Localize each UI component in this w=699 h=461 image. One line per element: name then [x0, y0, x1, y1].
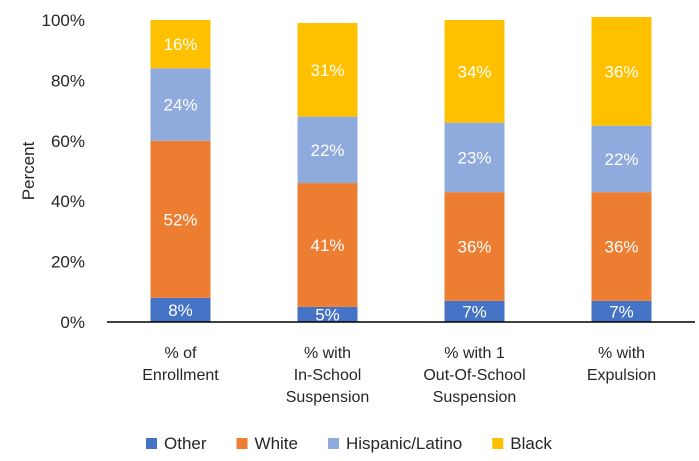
y-tick-labels: 0% 20% 40% 60% 80% 100%: [42, 11, 85, 332]
data-label: 8%: [168, 301, 193, 320]
legend-item: Hispanic/Latino: [328, 434, 462, 453]
category-label: % of Enrollment: [142, 345, 219, 384]
legend-item: Other: [146, 434, 207, 453]
bars: 8% 52% 24% 16% 5% 41% 22% 31% 7% 36% 23% 34% 7% 36% 22…: [150, 16, 652, 324]
bar-segment-hispanic-latino: [591, 125, 652, 193]
bar-segment-black: [297, 23, 358, 117]
bar-segment-black: [150, 20, 211, 69]
bar-segment-white: [591, 192, 652, 301]
legend-item: White: [236, 434, 298, 453]
bar-segment-other: [150, 297, 211, 322]
legend-label: White: [255, 434, 298, 453]
bar-segment-other: [591, 300, 652, 322]
y-tick-label: 60%: [51, 132, 85, 151]
data-label: 22%: [604, 150, 638, 169]
y-tick-label: 100%: [42, 11, 85, 30]
bar-segment-hispanic-latino: [150, 68, 211, 141]
y-tick-label: 40%: [51, 192, 85, 211]
data-label: 36%: [604, 238, 638, 257]
legend-swatch: [146, 438, 157, 449]
data-label: 7%: [462, 302, 487, 321]
y-tick-label: 80%: [51, 71, 85, 90]
bar-segment-black: [591, 16, 652, 126]
data-label: 36%: [604, 62, 638, 81]
bar-segment-white: [150, 140, 211, 298]
bar-segment-other: [297, 306, 358, 322]
legend-label: Other: [164, 434, 207, 453]
y-tick-label: 20%: [51, 253, 85, 272]
bar-segment-white: [444, 192, 505, 301]
legend: Other White Hispanic/Latino Black: [146, 434, 552, 453]
data-label: 16%: [163, 35, 197, 54]
legend-swatch: [492, 438, 504, 449]
data-label: 41%: [310, 236, 344, 255]
category-label: % with 1 Out-Of-School Suspension: [423, 345, 525, 406]
data-label: 7%: [609, 302, 634, 321]
data-label: 22%: [310, 141, 344, 160]
data-label: 34%: [457, 62, 491, 81]
legend-swatch: [328, 438, 339, 449]
bar-segment-hispanic-latino: [444, 122, 505, 193]
legend-swatch: [236, 438, 248, 449]
bar-segment-black: [444, 20, 505, 123]
y-tick-label: 0%: [60, 313, 85, 332]
y-axis-title: Percent: [19, 141, 38, 200]
legend-label: Hispanic/Latino: [346, 434, 462, 453]
category-label: % with Expulsion: [587, 345, 656, 384]
data-label: 52%: [163, 210, 197, 229]
bar-segment-hispanic-latino: [297, 116, 358, 184]
legend-label: Black: [510, 434, 552, 453]
data-label: 31%: [310, 61, 344, 80]
bar-segment-white: [297, 183, 358, 307]
legend-item: Black: [492, 434, 552, 453]
data-label: 23%: [457, 148, 491, 167]
data-label: 36%: [457, 238, 491, 257]
data-label: 24%: [163, 96, 197, 115]
data-label: 5%: [315, 305, 340, 324]
bar-segment-other: [444, 300, 505, 322]
category-label: % with In-School Suspension: [286, 345, 370, 406]
category-labels: % of Enrollment % with In-School Suspension%…: [142, 345, 656, 406]
